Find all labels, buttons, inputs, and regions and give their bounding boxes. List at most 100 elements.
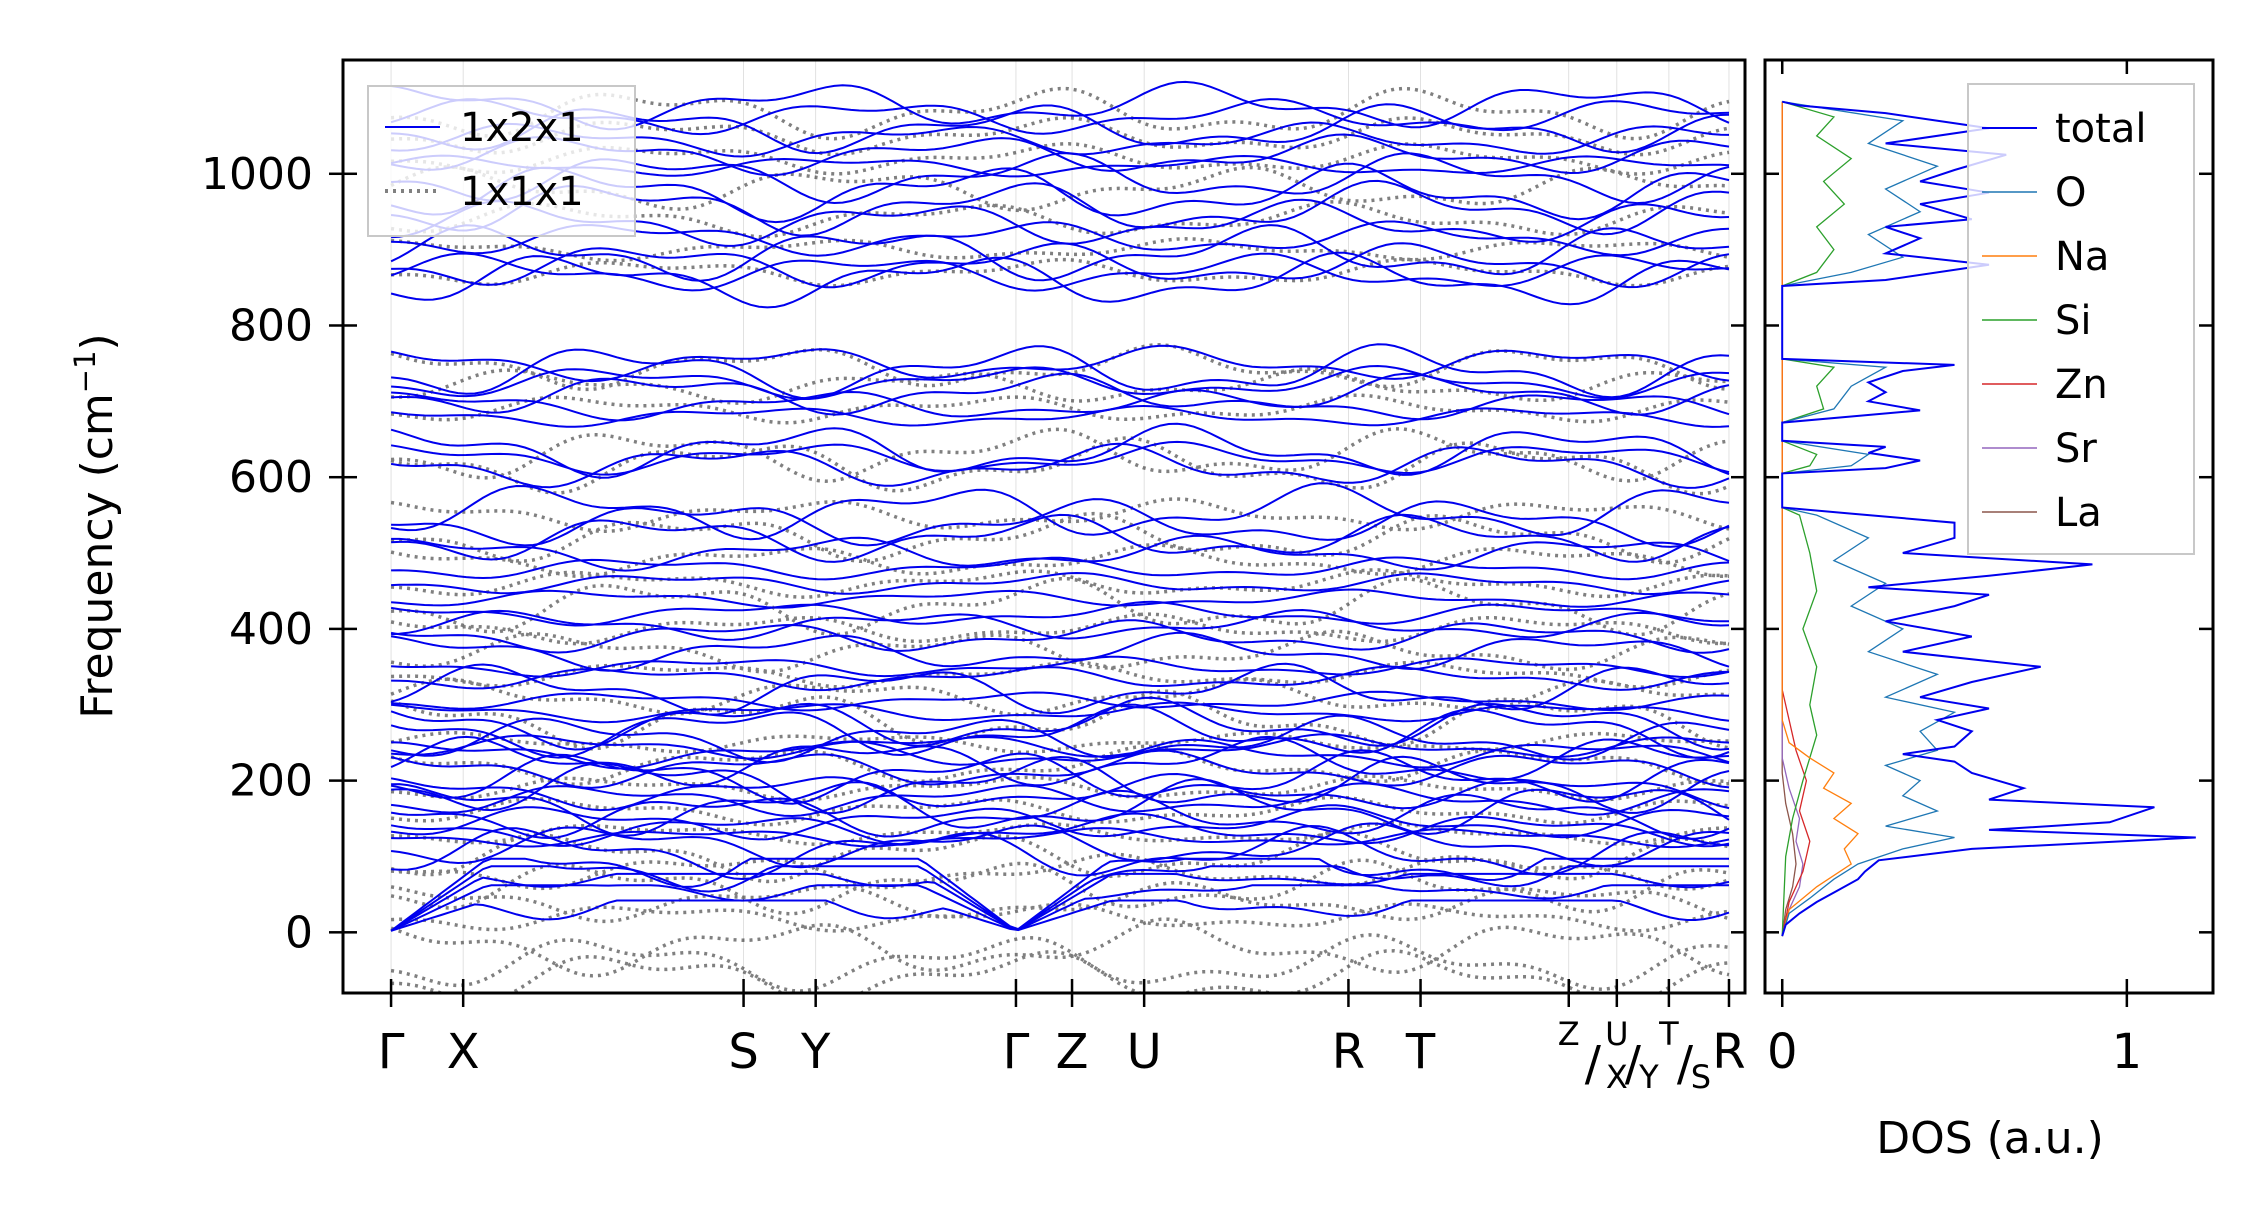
dos-line-zn — [1781, 101, 1811, 937]
band-1x2x1-4 — [390, 857, 1729, 932]
band-1x1x1-14 — [390, 677, 1730, 717]
dos-legend-label-na: Na — [2055, 234, 2109, 280]
band-ytick-label-1: 200 — [229, 756, 313, 807]
band-1x1x1-7 — [390, 829, 1730, 884]
dos-legend-label-la: La — [2055, 490, 2102, 536]
band-1x2x1-1 — [390, 884, 1729, 932]
band-1x1x1-3 — [391, 902, 1730, 933]
kpoint-label-4: Γ — [1003, 1024, 1030, 1080]
band-1x1x1-9 — [390, 795, 1730, 827]
band-1x2x1-29 — [390, 619, 1730, 654]
band-1x2x1-45 — [391, 364, 1730, 400]
dos-plot-frame — [1763, 58, 2215, 995]
band-1x1x1-21 — [391, 511, 1730, 565]
dos-line-sr — [1781, 101, 1804, 937]
band-ytick-label-5: 1000 — [201, 149, 313, 200]
band-1x1x1-15 — [391, 660, 1730, 689]
band-1x2x1-44 — [391, 372, 1730, 416]
band-1x2x1-18 — [391, 738, 1730, 770]
dos-legend-label-si: Si — [2055, 298, 2092, 344]
band-plot-frame — [341, 58, 1747, 995]
band-1x1x1-30 — [390, 200, 1730, 239]
band-1x2x1-3 — [390, 865, 1729, 932]
kpoint-label-13: Y — [1638, 1058, 1659, 1096]
band-1x2x1-41 — [390, 422, 1730, 479]
band-1x1x1-23 — [390, 436, 1730, 496]
path-separator-0: / — [1585, 1036, 1602, 1092]
band-ytick-label-3: 600 — [229, 452, 313, 503]
band-1x2x1-24 — [391, 690, 1730, 712]
dos-legend-label-zn: Zn — [2055, 362, 2108, 408]
dos-legend-box — [1967, 83, 2195, 555]
dos-xtick-label-0: 0 — [1767, 1024, 1798, 1080]
band-1x2x1-46 — [391, 343, 1730, 400]
band-1x2x1-0 — [390, 899, 1730, 932]
band-1x1x1-10 — [390, 774, 1730, 803]
band-1x1x1-22 — [390, 497, 1730, 534]
band-1x1x1-1 — [390, 933, 1730, 993]
kpoint-label-0: Γ — [378, 1024, 405, 1080]
band-ytick-label-2: 400 — [229, 604, 313, 655]
dos-y-axis-ticks — [1765, 172, 2213, 934]
path-separator-2: / — [1677, 1036, 1694, 1092]
kpoint-label-2: S — [728, 1024, 758, 1080]
band-1x1x1-17 — [390, 612, 1730, 646]
band-1x1x1-6 — [390, 852, 1730, 891]
band-1x2x1-14 — [391, 755, 1730, 815]
dos-series — [1781, 100, 2196, 937]
band-1x2x1-47 — [390, 344, 1730, 383]
dos-panel: 0 1 DOS (a.u.) total O Na Si Zn Sr La — [1763, 58, 2215, 1164]
dos-x-axis-label: DOS (a.u.) — [1876, 1113, 2104, 1164]
kpoint-label-6: U — [1127, 1024, 1162, 1080]
band-1x2x1-28 — [390, 631, 1730, 672]
band-1x2x1-9 — [390, 804, 1730, 841]
band-1x2x1-34 — [391, 556, 1730, 581]
dos-line-si — [1781, 101, 1853, 937]
band-1x2x1-11 — [391, 778, 1730, 837]
band-1x2x1-2 — [390, 872, 1730, 932]
band-1x1x1-5 — [390, 858, 1730, 916]
dos-legend: total O Na Si Zn Sr La — [1967, 83, 2195, 555]
band-1x2x1-12 — [390, 782, 1730, 818]
band-1x2x1-10 — [390, 789, 1730, 840]
band-ytick-label-4: 800 — [229, 300, 313, 351]
legend-label-1x1x1: 1x1x1 — [460, 169, 584, 215]
band-1x2x1-31 — [390, 600, 1730, 627]
band-1x1x1-29 — [390, 237, 1730, 263]
band-1x2x1-30 — [391, 608, 1730, 641]
band-1x1x1-28 — [391, 257, 1730, 288]
kpoint-label-3: Y — [800, 1024, 831, 1080]
kpoint-label-12: T — [1658, 1015, 1679, 1053]
kpoint-label-11: X — [1606, 1058, 1628, 1096]
dos-line-la — [1781, 101, 1797, 937]
band-1x2x1-35 — [391, 534, 1730, 572]
band-1x1x1-8 — [391, 821, 1730, 847]
band-1x2x1-42 — [390, 404, 1730, 428]
band-1x1x1-0 — [391, 949, 1730, 993]
dos-legend-label-o: O — [2055, 170, 2086, 216]
kpoint-label-1: X — [447, 1024, 480, 1080]
band-1x2x1-49 — [390, 252, 1730, 292]
legend-label-1x2x1: 1x2x1 — [460, 105, 584, 151]
band-1x2x1-5 — [391, 824, 1730, 881]
dos-xtick-label-1: 1 — [2112, 1024, 2143, 1080]
dos-line-na — [1781, 101, 1859, 937]
kpoint-label-8: T — [1405, 1024, 1436, 1080]
band-1x2x1-27 — [391, 655, 1730, 679]
band-1x1x1-26 — [391, 367, 1730, 405]
kpoint-label-15: R — [1712, 1024, 1745, 1080]
dos-legend-label-sr: Sr — [2055, 426, 2097, 472]
band-1x2x1-43 — [391, 389, 1730, 422]
dos-line-o — [1781, 101, 1957, 937]
kpoint-label-7: R — [1332, 1024, 1365, 1080]
ylabel-close: ) — [72, 333, 123, 350]
band-1x2x1-33 — [391, 571, 1730, 596]
band-1x2x1-20 — [390, 714, 1730, 764]
band-1x2x1-38 — [390, 482, 1730, 541]
band-1x1x1-24 — [391, 427, 1730, 483]
band-1x1x1-2 — [390, 917, 1730, 978]
dos-legend-label-total: total — [2055, 106, 2146, 152]
band-legend-box — [367, 85, 636, 237]
